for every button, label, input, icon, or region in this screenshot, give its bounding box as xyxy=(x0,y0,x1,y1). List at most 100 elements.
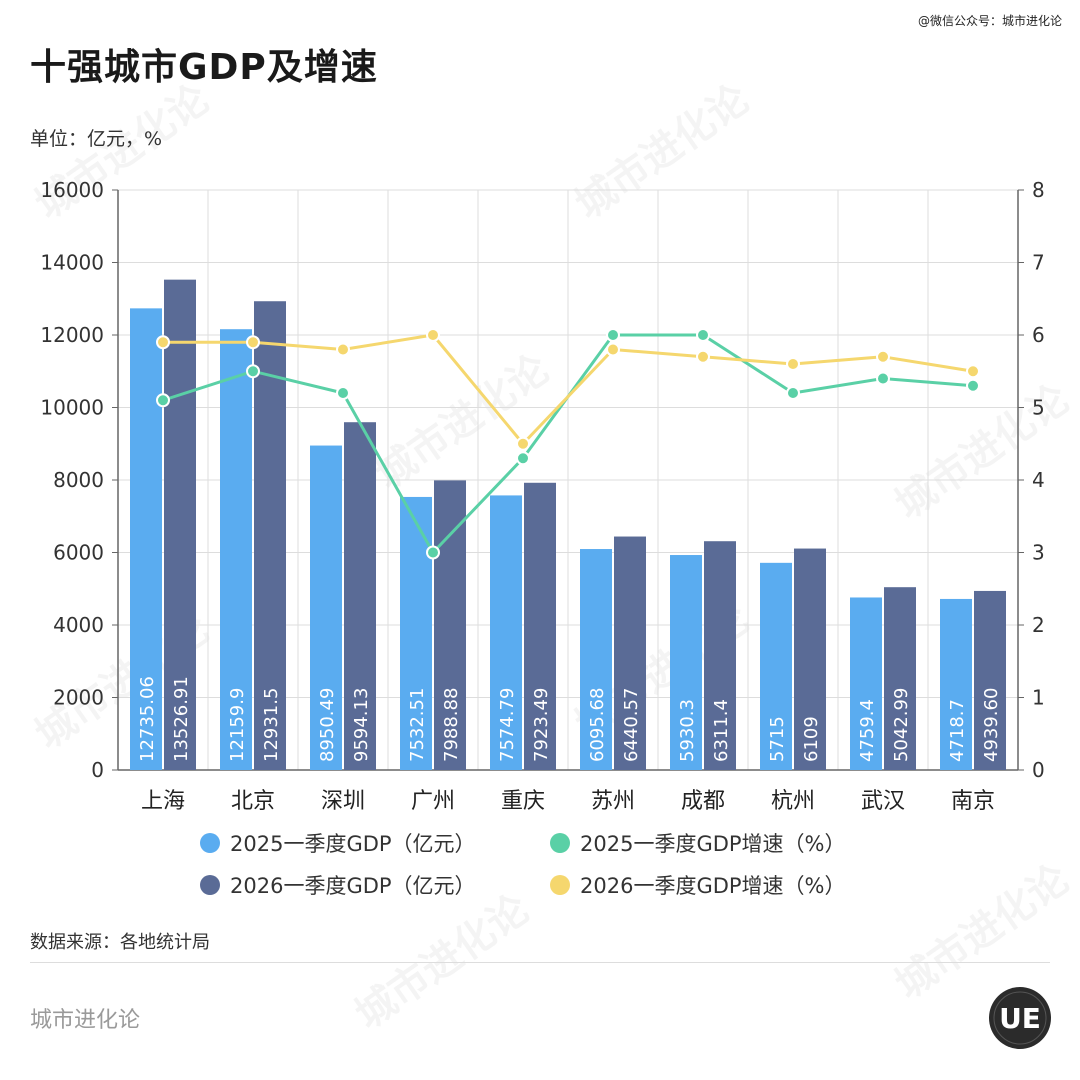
bar xyxy=(794,548,826,770)
growth-point xyxy=(336,342,350,357)
legend-label: 2026一季度GDP（亿元） xyxy=(230,874,476,898)
growth-point xyxy=(156,335,170,350)
brand-name: 城市进化论 xyxy=(30,1008,141,1033)
growth-point xyxy=(336,386,350,400)
divider xyxy=(30,962,1050,963)
left-axis-tick-label: 12000 xyxy=(40,323,104,347)
bar-value-label: 4759.4 xyxy=(857,699,878,762)
data-source: 数据来源：各地统计局 xyxy=(30,932,210,953)
category-label: 杭州 xyxy=(771,789,815,814)
bar-value-label: 4718.7 xyxy=(947,699,968,762)
legend-item: 2025一季度GDP增速（%） xyxy=(550,828,900,858)
bar-value-label: 8950.49 xyxy=(317,688,338,762)
bar xyxy=(670,555,702,770)
growth-point xyxy=(156,393,170,408)
bar xyxy=(434,480,466,770)
bar xyxy=(974,590,1006,770)
left-axis-tick-label: 2000 xyxy=(53,686,104,710)
legend-item: 2026一季度GDP（亿元） xyxy=(200,870,550,900)
growth-line xyxy=(163,333,974,446)
category-label: 深圳 xyxy=(321,789,365,814)
growth-point xyxy=(426,545,440,560)
chart-legend: 2025一季度GDP（亿元） 2025一季度GDP增速（%） 2026一季度GD… xyxy=(200,828,900,900)
legend-item: 2026一季度GDP增速（%） xyxy=(550,870,900,900)
growth-point xyxy=(696,328,710,342)
wechat-credit: @微信公众号：城市进化论 xyxy=(917,14,1062,28)
bar xyxy=(850,597,882,770)
category-label: 南京 xyxy=(951,789,995,814)
left-axis-tick-label: 14000 xyxy=(40,251,104,275)
bar-value-label: 7988.88 xyxy=(441,688,462,762)
growth-point xyxy=(606,342,620,357)
category-label: 苏州 xyxy=(591,789,635,814)
bar xyxy=(940,598,972,770)
bar-value-label: 13526.91 xyxy=(171,676,192,762)
legend-label: 2026一季度GDP增速（%） xyxy=(580,874,846,898)
growth-point xyxy=(786,386,800,400)
bar xyxy=(760,562,792,770)
bar xyxy=(490,495,522,770)
bar-value-label: 5042.99 xyxy=(891,688,912,762)
bar xyxy=(704,541,736,770)
category-label: 成都 xyxy=(681,789,725,814)
left-axis-tick-label: 10000 xyxy=(40,396,104,420)
bar xyxy=(580,549,612,770)
left-axis-tick-label: 4000 xyxy=(53,613,104,637)
right-axis-tick-label: 2 xyxy=(1032,613,1045,637)
bar xyxy=(614,536,646,770)
growth-point xyxy=(966,378,980,393)
legend-swatch xyxy=(550,833,570,853)
growth-point xyxy=(966,364,980,379)
legend-swatch xyxy=(550,875,570,895)
growth-point xyxy=(426,328,440,342)
growth-point xyxy=(696,349,710,364)
bar xyxy=(310,445,342,770)
growth-point xyxy=(516,451,530,466)
bar-value-label: 9594.13 xyxy=(351,688,372,762)
legend-label: 2025一季度GDP增速（%） xyxy=(580,832,846,856)
svg-text:UE: UE xyxy=(999,1002,1041,1035)
bar xyxy=(344,422,376,770)
bar xyxy=(130,308,162,770)
bar-value-label: 7923.49 xyxy=(531,688,552,762)
bar xyxy=(524,482,556,770)
chart-title: 十强城市GDP及增速 xyxy=(30,47,378,88)
legend-item: 2025一季度GDP（亿元） xyxy=(200,828,550,858)
right-axis-tick-label: 0 xyxy=(1032,758,1045,782)
category-label: 上海 xyxy=(141,789,185,814)
growth-point xyxy=(786,357,800,371)
bar-value-label: 6095.68 xyxy=(587,688,608,762)
right-axis-tick-label: 7 xyxy=(1032,251,1045,275)
bar xyxy=(220,329,252,770)
unit-label: 单位：亿元，% xyxy=(30,128,163,150)
growth-point xyxy=(876,349,890,364)
right-axis-tick-label: 3 xyxy=(1032,541,1045,565)
bar-value-label: 12931.5 xyxy=(261,688,282,762)
bar-value-label: 7532.51 xyxy=(407,688,428,762)
category-label: 北京 xyxy=(231,789,275,814)
bar-value-label: 5715 xyxy=(767,716,788,762)
bar-value-label: 6440.57 xyxy=(621,688,642,762)
right-axis-tick-label: 5 xyxy=(1032,396,1045,420)
left-axis-tick-label: 8000 xyxy=(53,468,104,492)
growth-point xyxy=(246,335,260,350)
left-axis-tick-label: 0 xyxy=(91,758,104,782)
growth-point xyxy=(246,364,260,379)
category-label: 广州 xyxy=(411,789,455,814)
brand-logo: UE xyxy=(989,987,1051,1049)
right-axis-tick-label: 4 xyxy=(1032,468,1045,492)
gdp-combo-chart: 0200040006000800010000120001400016000012… xyxy=(40,178,1045,814)
legend-swatch xyxy=(200,833,220,853)
growth-point xyxy=(606,328,620,342)
bar-value-label: 12159.9 xyxy=(227,688,248,762)
bar-value-label: 6311.4 xyxy=(711,699,732,762)
legend-label: 2025一季度GDP（亿元） xyxy=(230,832,476,856)
bar-value-label: 7574.79 xyxy=(497,688,518,762)
bar xyxy=(884,587,916,770)
growth-point xyxy=(876,371,890,386)
category-label: 武汉 xyxy=(861,789,905,814)
left-axis-tick-label: 16000 xyxy=(40,178,104,202)
bar-value-label: 5930.3 xyxy=(677,699,698,762)
bar xyxy=(164,279,196,770)
category-label: 重庆 xyxy=(501,789,545,814)
